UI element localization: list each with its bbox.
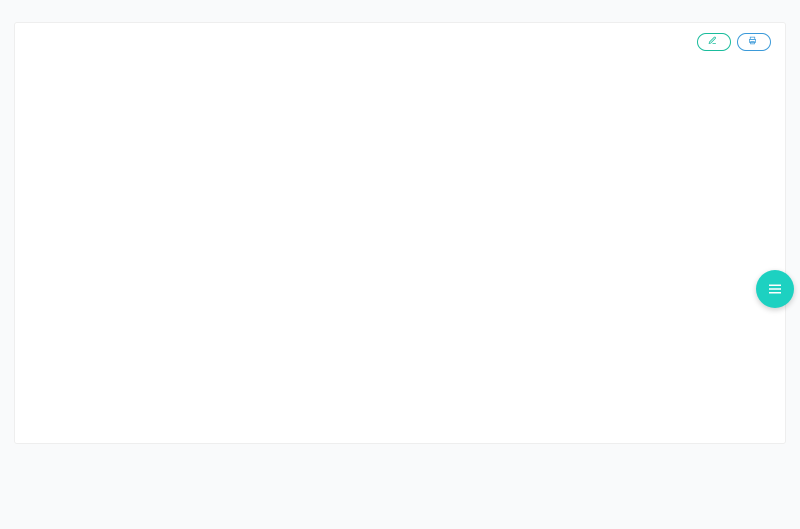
stats-row [0,0,800,8]
menu-fab[interactable] [756,270,794,308]
pencil-icon [708,36,717,48]
finance-chart [29,57,771,437]
panel-actions [697,33,771,51]
export-button[interactable] [697,33,731,51]
finance-panel [14,22,786,444]
panel-title-wrap [29,33,33,51]
panel-header [29,33,771,51]
printer-icon [748,36,757,48]
menu-icon [766,280,784,298]
print-button[interactable] [737,33,771,51]
